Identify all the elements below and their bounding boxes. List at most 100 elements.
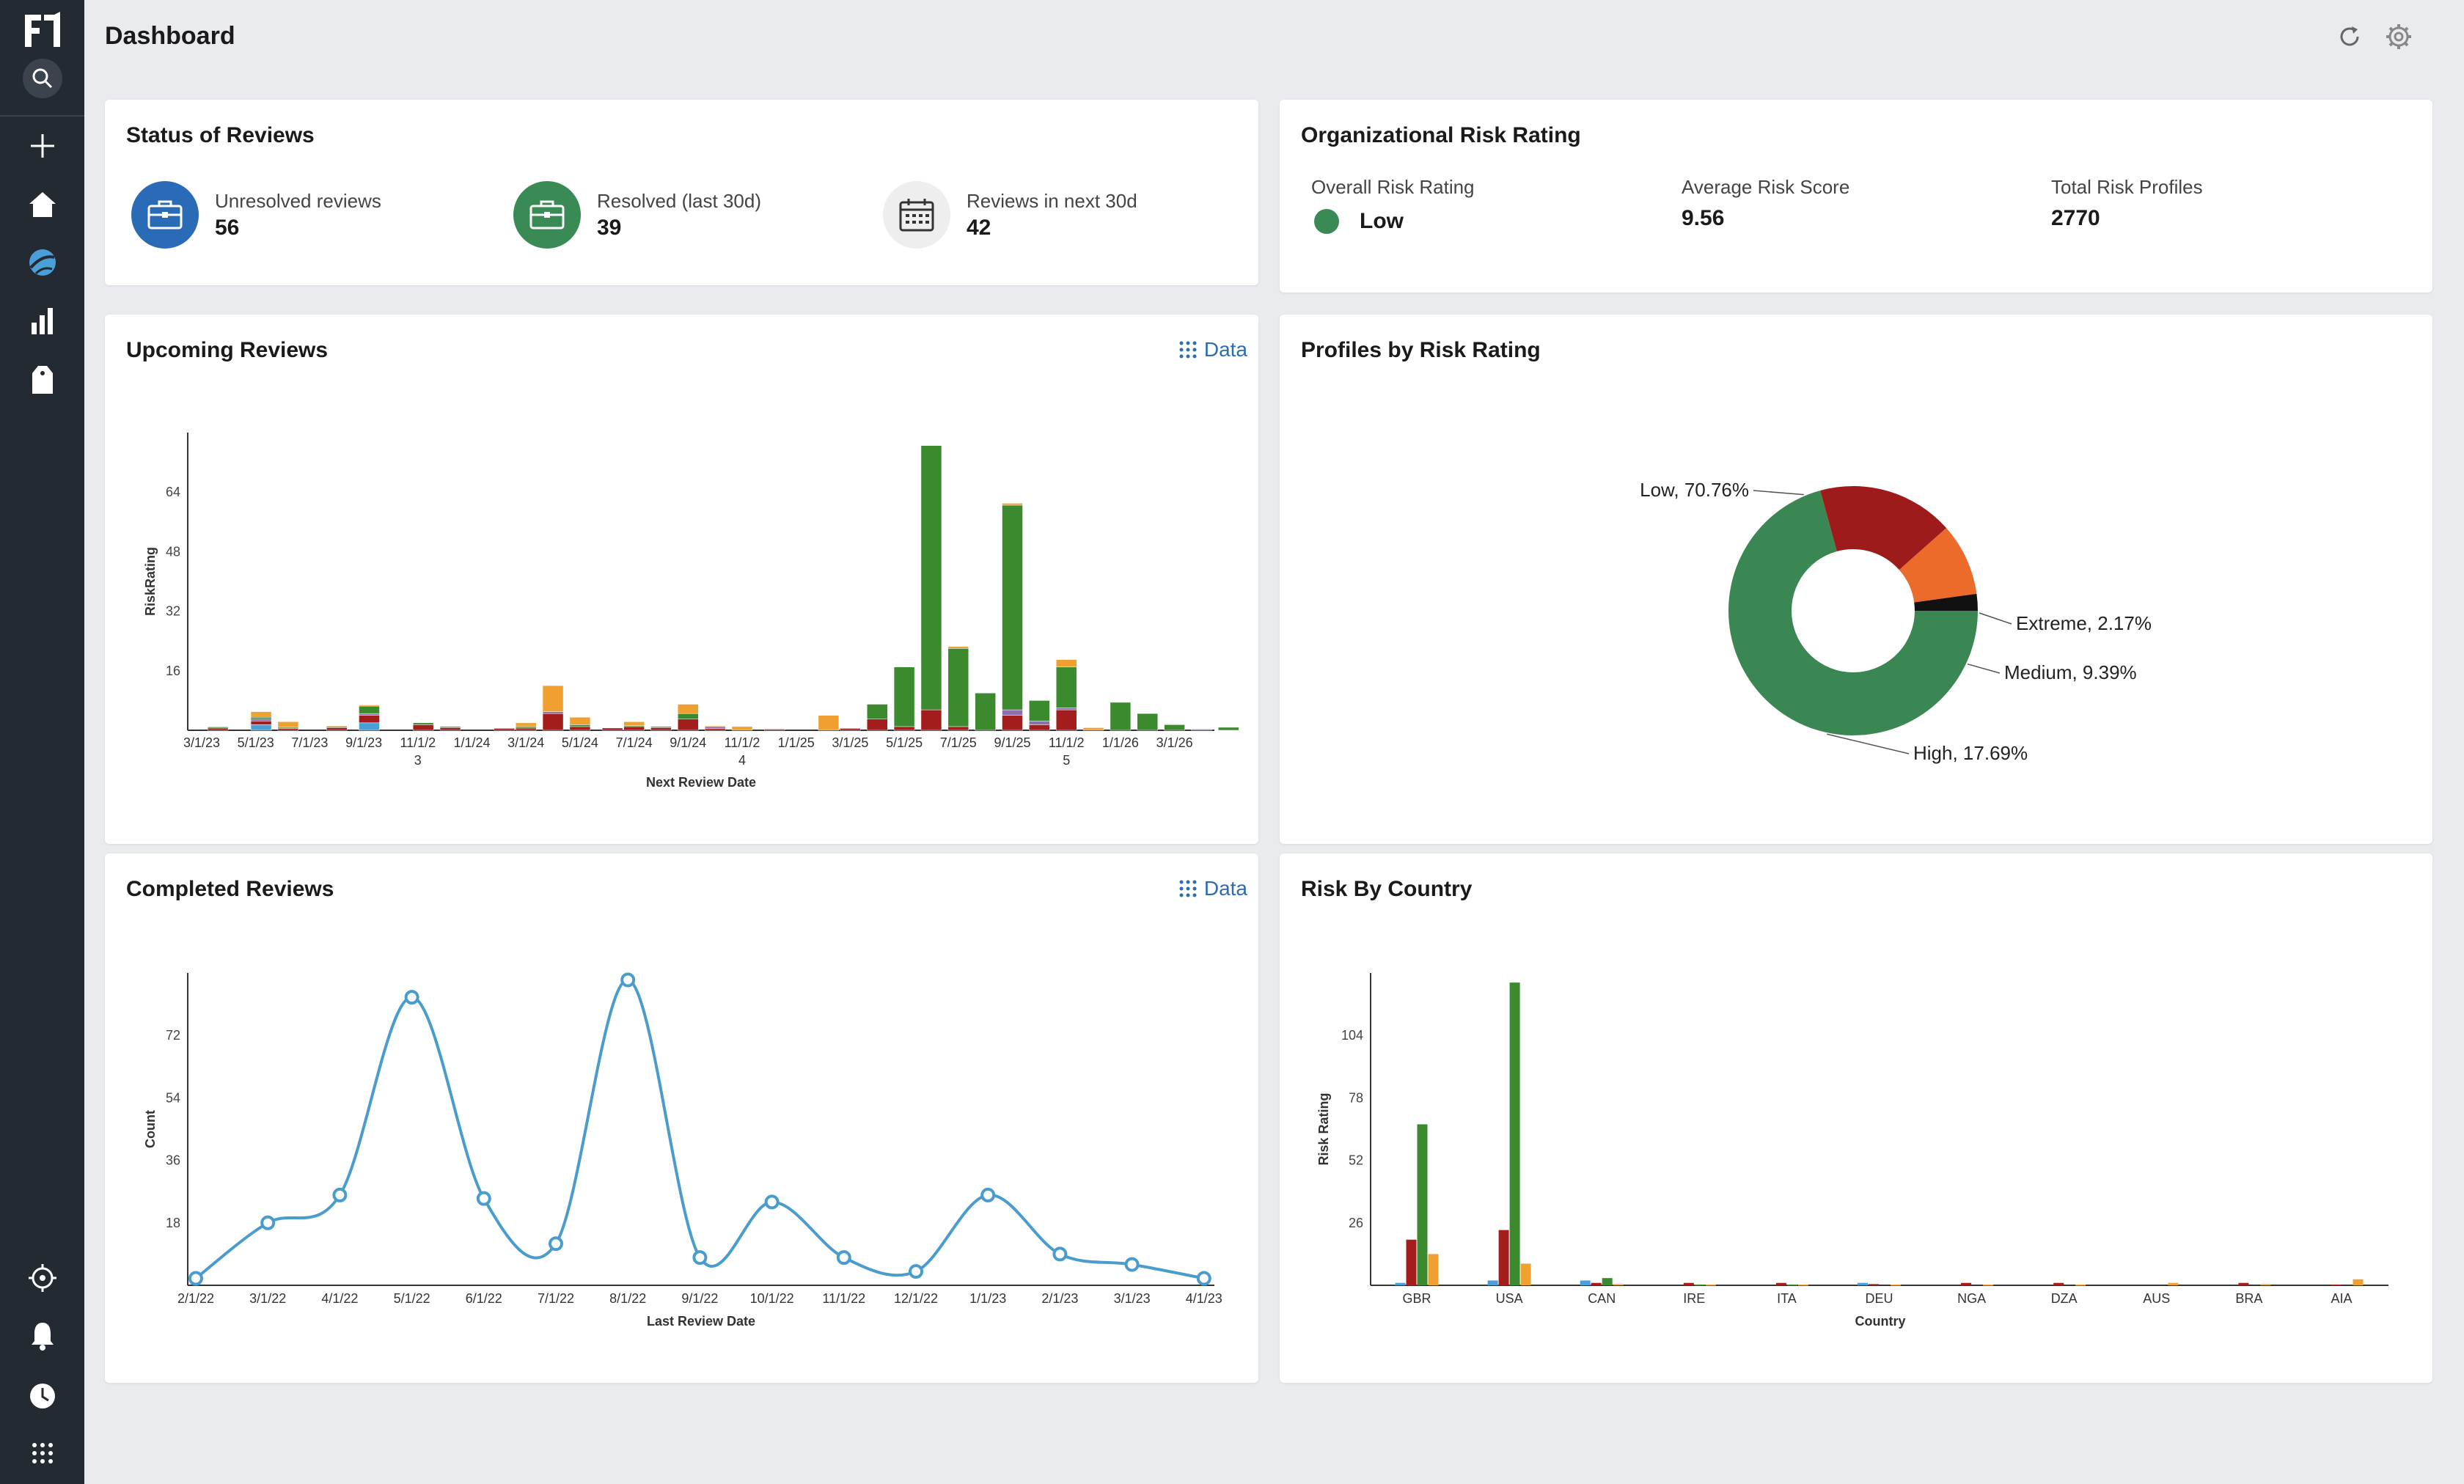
bar-segment xyxy=(1002,503,1023,506)
bar xyxy=(2353,1279,2364,1285)
sidebar-item-notifications[interactable] xyxy=(0,1320,84,1352)
bar-segment xyxy=(763,729,785,731)
bar xyxy=(2260,1284,2271,1285)
average-risk-value: 9.56 xyxy=(1682,206,1725,230)
x-tick-label: ITA xyxy=(1777,1291,1797,1306)
x-tick-label: USA xyxy=(1496,1291,1523,1306)
bar xyxy=(1775,1282,1786,1285)
sidebar-item-globe[interactable] xyxy=(0,246,84,279)
bar xyxy=(1786,1285,1797,1286)
data-point xyxy=(836,1250,851,1266)
bar-segment xyxy=(601,727,623,731)
sidebar-item-history[interactable] xyxy=(0,1380,84,1412)
bar-segment xyxy=(277,721,299,728)
x-tick-label: DZA xyxy=(2051,1291,2078,1306)
settings-button[interactable] xyxy=(2384,22,2413,51)
sidebar-item-target[interactable] xyxy=(0,1263,84,1293)
data-link-label: Data xyxy=(1203,877,1247,900)
average-risk: Average Risk Score 9.56 xyxy=(1682,176,1849,231)
data-link-label: Data xyxy=(1203,338,1247,361)
org-risk-card: Organizational Risk Rating Overall Risk … xyxy=(1280,100,2432,293)
donut-slice xyxy=(1820,486,1947,570)
bar-segment xyxy=(494,728,515,731)
bar-segment xyxy=(250,724,272,731)
x-tick-label: 1/1/25 xyxy=(778,735,815,750)
bar-segment xyxy=(569,724,591,727)
average-risk-label: Average Risk Score xyxy=(1682,176,1850,198)
bar xyxy=(1591,1282,1602,1285)
bar-segment xyxy=(359,713,380,716)
bar-segment xyxy=(515,726,537,729)
bar-segment xyxy=(975,693,996,731)
x-tick-label: 12/1/22 xyxy=(894,1291,938,1306)
upcoming-data-link[interactable]: Data xyxy=(1179,338,1247,361)
stat-label: Resolved (last 30d) xyxy=(597,189,761,212)
x-tick-label: 5 xyxy=(1063,753,1070,768)
total-profiles-value: 2770 xyxy=(2051,206,2100,230)
bar xyxy=(1602,1278,1613,1285)
y-tick-label: 104 xyxy=(1341,1028,1363,1043)
stat-unresolved[interactable]: Unresolved reviews 56 xyxy=(131,181,381,249)
stat-icon-circle xyxy=(131,181,199,249)
x-tick-label: 2/1/23 xyxy=(1041,1291,1078,1306)
x-tick-label: GBR xyxy=(1402,1291,1431,1306)
data-point xyxy=(692,1250,708,1266)
x-tick-label: 3/1/23 xyxy=(1114,1291,1151,1306)
stat-next-30d[interactable]: Reviews in next 30d 42 xyxy=(883,181,1137,249)
x-tick-label: 6/1/22 xyxy=(466,1291,502,1306)
profiles-donut-chart: Low, 70.76% High, 17.69% Medium, 9.39% Extr… xyxy=(1640,479,2152,764)
bar-segment xyxy=(1218,727,1239,731)
tag-icon xyxy=(32,366,53,394)
sidebar-item-tags[interactable] xyxy=(0,364,84,396)
series-line xyxy=(194,978,1205,1280)
grid-dots-icon xyxy=(1179,880,1197,897)
bar-segment xyxy=(569,726,591,731)
bar-segment xyxy=(277,728,299,731)
risk-status-dot xyxy=(1314,209,1339,234)
slice-label: Extreme, 2.17% xyxy=(2016,612,2152,634)
x-tick-label: 9/1/22 xyxy=(681,1291,718,1306)
plus-icon xyxy=(30,134,54,158)
overall-risk-value: Low xyxy=(1360,209,1404,233)
x-tick-label: 4/1/22 xyxy=(321,1291,358,1306)
globe-icon xyxy=(29,249,56,276)
bar-segment xyxy=(704,725,726,727)
x-tick-label: 9/1/23 xyxy=(345,735,382,750)
overall-risk-label: Overall Risk Rating xyxy=(1311,176,1475,198)
bar-segment xyxy=(207,727,229,729)
x-tick-label: BRA xyxy=(2235,1291,2262,1306)
bar-segment xyxy=(1055,708,1077,710)
x-tick-label: 5/1/22 xyxy=(394,1291,430,1306)
search-button[interactable] xyxy=(0,59,84,98)
stat-value: 56 xyxy=(215,215,240,240)
sidebar-item-apps[interactable] xyxy=(0,1439,84,1468)
bar-segment xyxy=(920,445,942,710)
briefcase-icon xyxy=(529,200,565,229)
bar-segment xyxy=(623,726,645,731)
bar xyxy=(1520,1263,1531,1285)
upcoming-reviews-chart: 16 32 48 64 RiskRating 3/1/23 5/1/23 7/1/23 9/1/… xyxy=(143,433,1239,790)
x-axis-title: Next Review Date xyxy=(646,775,756,790)
completed-data-link[interactable]: Data xyxy=(1179,877,1247,900)
x-tick-label: DEU xyxy=(1865,1291,1893,1306)
sidebar-item-home[interactable] xyxy=(0,189,84,220)
x-tick-label: 5/1/25 xyxy=(886,735,923,750)
bar-segment xyxy=(326,727,348,731)
logo[interactable] xyxy=(0,9,84,53)
bar-segment xyxy=(1002,709,1023,716)
sidebar-item-add[interactable] xyxy=(0,131,84,161)
home-icon xyxy=(29,192,56,217)
x-tick-label: 3/1/23 xyxy=(183,735,220,750)
bar xyxy=(1961,1282,1972,1285)
bar-segment xyxy=(947,726,969,731)
sidebar-item-reports[interactable] xyxy=(0,305,84,336)
total-profiles-label: Total Risk Profiles xyxy=(2051,176,2203,198)
bar-segment xyxy=(650,726,672,728)
bar xyxy=(1869,1284,1879,1285)
bar-segment xyxy=(1055,659,1077,667)
stat-resolved[interactable]: Resolved (last 30d) 39 xyxy=(513,181,761,249)
refresh-button[interactable] xyxy=(2335,22,2364,51)
card-title: Completed Reviews xyxy=(126,877,334,901)
x-tick-label: 1/1/24 xyxy=(453,735,490,750)
fi-logo-icon xyxy=(24,12,60,47)
